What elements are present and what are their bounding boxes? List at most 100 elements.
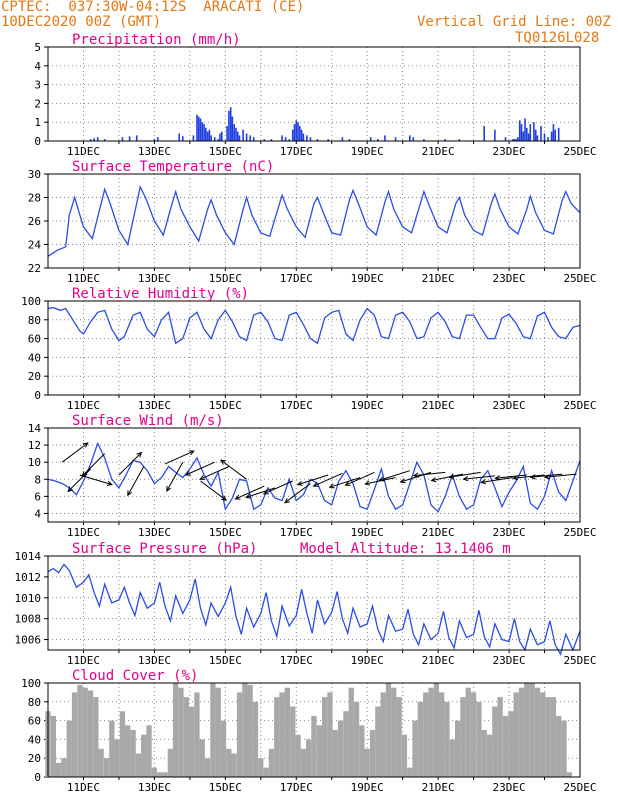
wind-arrow-shaft [164,450,195,465]
wind-y-tick-label: 4 [34,507,41,520]
precip-bar [529,124,532,141]
cloud-bar [130,730,136,777]
precip-bar [299,126,301,141]
cloud-bar [327,692,333,777]
precip-bar [270,139,273,141]
wind-arrow-head [344,481,351,486]
cloud-bar [162,772,168,777]
cloud-bar [550,697,556,777]
cloud-bar [524,683,530,777]
cloud-bar [518,687,525,777]
pressure-x-tick-label: 19DEC [351,654,384,667]
humidity-y-tick-label: 80 [28,314,41,327]
cloud-bar [375,706,381,777]
precip-bar [197,116,200,141]
wind-y-tick-label: 12 [28,439,41,452]
precip-bar [515,139,517,141]
pressure-x-tick-label: 15DEC [209,654,242,667]
wind-arrow-head [296,480,303,486]
humidity-x-tick-label: 15DEC [209,399,242,412]
precip-bar [306,135,308,141]
precip-bar [458,139,461,141]
cloud-x-tick-label: 21DEC [422,781,455,794]
precip-bar [249,135,251,141]
precip-bar [536,135,539,141]
precip-bar [217,139,219,141]
cloud-bar [119,711,126,777]
precip-bar [205,127,207,141]
cloud-x-tick-label: 25DEC [563,781,596,794]
cloud-bar [385,683,392,777]
precip-bar [513,139,516,141]
precip-bar [221,131,223,141]
wind-arrow-head [364,480,371,486]
humidity-title: Relative Humidity (%) [72,286,249,302]
humidity-y-tick-label: 20 [28,370,41,383]
wind-arrow-head [234,494,241,500]
wind-arrow-shaft [379,470,410,481]
precip-bar [557,127,560,141]
precip-bar [309,137,312,141]
precip-bar [522,131,525,141]
precip-bar [121,137,124,141]
cloud-bar [343,711,349,777]
wind-arrow-shaft [185,461,215,476]
precip-bar [238,135,241,141]
pressure-x-tick-label: 11DEC [67,654,100,667]
wind-frame [47,427,581,523]
cloud-bar [146,725,152,777]
cloud-bar [412,720,418,777]
precip-bar [394,137,397,141]
wind-arrow-shaft [263,480,293,495]
cloud-bar [189,706,195,777]
wind-arrow-shaft [127,466,145,496]
cloud-bar [380,692,386,777]
precip-bar [534,129,537,141]
header-line1-right: Vertical Grid Line: 00Z [417,14,611,30]
precip-bar [300,129,303,141]
pressure-title: Surface Pressure (hPa) [72,541,257,557]
cloud-bar [82,687,88,777]
precip-y-tick-label: 0 [34,135,41,148]
temperature-x-tick-label: 25DEC [563,272,596,285]
precip-bar [229,107,232,141]
header-line2-left: 10DEC2020 00Z (GMT) [1,14,162,30]
cloud-bar [566,772,572,777]
precip-bar [210,135,212,141]
precip-bar [547,137,549,141]
cloud-bar [77,684,83,777]
temperature-x-tick-label: 19DEC [351,272,384,285]
cloud-bar [300,748,306,777]
cloud-bar [502,715,509,777]
wind-arrow-shaft [345,471,375,486]
cloud-bar [210,683,216,777]
cloud-bar [486,734,493,777]
temperature-x-tick-label: 15DEC [209,272,242,285]
cloud-bar [481,730,487,777]
cloud-bar [311,715,317,777]
precip-bar [384,135,386,141]
wind-x-tick-label: 17DEC [280,526,313,539]
cloud-bar [194,692,200,777]
precip-bar [96,137,99,141]
precip-x-tick-label: 15DEC [209,145,242,158]
cloud-y-tick-label: 80 [28,696,41,709]
cloud-bar [173,683,179,777]
header-line1-left: CPTEC: 037:30W-04:12S ARACATI (CE) [1,0,305,15]
cloud-bar [247,684,253,777]
cloud-bar [497,697,503,777]
humidity-x-tick-label: 17DEC [280,399,313,412]
precip-y-tick-label: 5 [34,41,41,54]
precip-bar [348,139,351,141]
wind-arrow-shaft [166,461,184,492]
precip-bar [483,126,485,141]
precip-x-tick-label: 23DEC [493,145,526,158]
precip-bar [89,139,92,141]
precip-bar [231,116,234,141]
precip-bar [291,129,294,141]
cloud-bar [332,730,338,777]
cloud-bar [508,711,514,777]
precip-bar [341,137,344,141]
wind-y-tick-label: 10 [28,456,41,469]
cloud-bar [428,687,434,777]
